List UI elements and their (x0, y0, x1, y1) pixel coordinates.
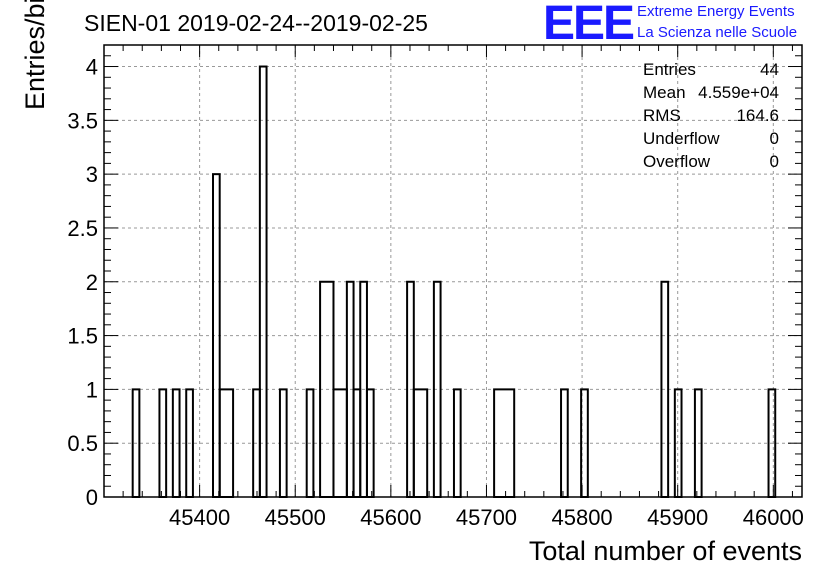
x-axis-label: Total number of events (528, 536, 802, 566)
stat-underflow: Underflow 0 (643, 127, 779, 150)
y-tick-label: 4 (86, 55, 98, 80)
x-tick-label: 45900 (647, 505, 708, 530)
stat-mean: Mean 4.559e+04 (643, 81, 779, 104)
stat-rms: RMS 164.6 (643, 104, 779, 127)
y-tick-label: 0 (86, 485, 98, 510)
x-tick-label: 45700 (456, 505, 517, 530)
y-axis-label: Entries/bin (20, 0, 50, 110)
x-tick-label: 45800 (551, 505, 612, 530)
y-tick-label: 1.5 (67, 324, 98, 349)
stat-overflow-value: 0 (769, 152, 779, 171)
x-tick-label: 45500 (265, 505, 326, 530)
logo-tagline-line2: La Scienza nelle Scuole (637, 24, 798, 41)
logo-tagline-line1: Extreme Energy Events (637, 3, 795, 20)
stat-overflow: Overflow 0 (643, 150, 779, 173)
stat-underflow-label: Underflow (643, 129, 720, 148)
y-tick-label: 3 (86, 162, 98, 187)
y-tick-label: 1 (86, 377, 98, 402)
y-tick-label: 2 (86, 270, 98, 295)
x-tick-label: 46000 (743, 505, 804, 530)
chart-title: SIEN-01 2019-02-24--2019-02-25 (84, 10, 428, 36)
stat-entries-value: 44 (760, 60, 779, 79)
stat-entries: Entries 44 (643, 58, 779, 81)
x-tick-label: 45600 (360, 505, 421, 530)
stat-rms-label: RMS (643, 106, 681, 125)
eee-logo: EEE (543, 0, 635, 50)
stats-box: Entries 44 Mean 4.559e+04 RMS 164.6 Unde… (643, 58, 779, 173)
stat-rms-value: 164.6 (736, 106, 779, 125)
y-tick-label: 3.5 (67, 108, 98, 133)
stat-entries-label: Entries (643, 60, 696, 79)
histogram-bar (412, 388, 429, 498)
y-tick-label: 2.5 (67, 216, 98, 241)
y-tick-label: 0.5 (67, 431, 98, 456)
histogram-bar (493, 388, 516, 498)
x-tick-label: 45400 (169, 505, 230, 530)
stat-mean-label: Mean (643, 83, 686, 102)
stat-mean-value: 4.559e+04 (698, 83, 779, 102)
stat-underflow-value: 0 (769, 129, 779, 148)
stat-overflow-label: Overflow (643, 152, 711, 171)
